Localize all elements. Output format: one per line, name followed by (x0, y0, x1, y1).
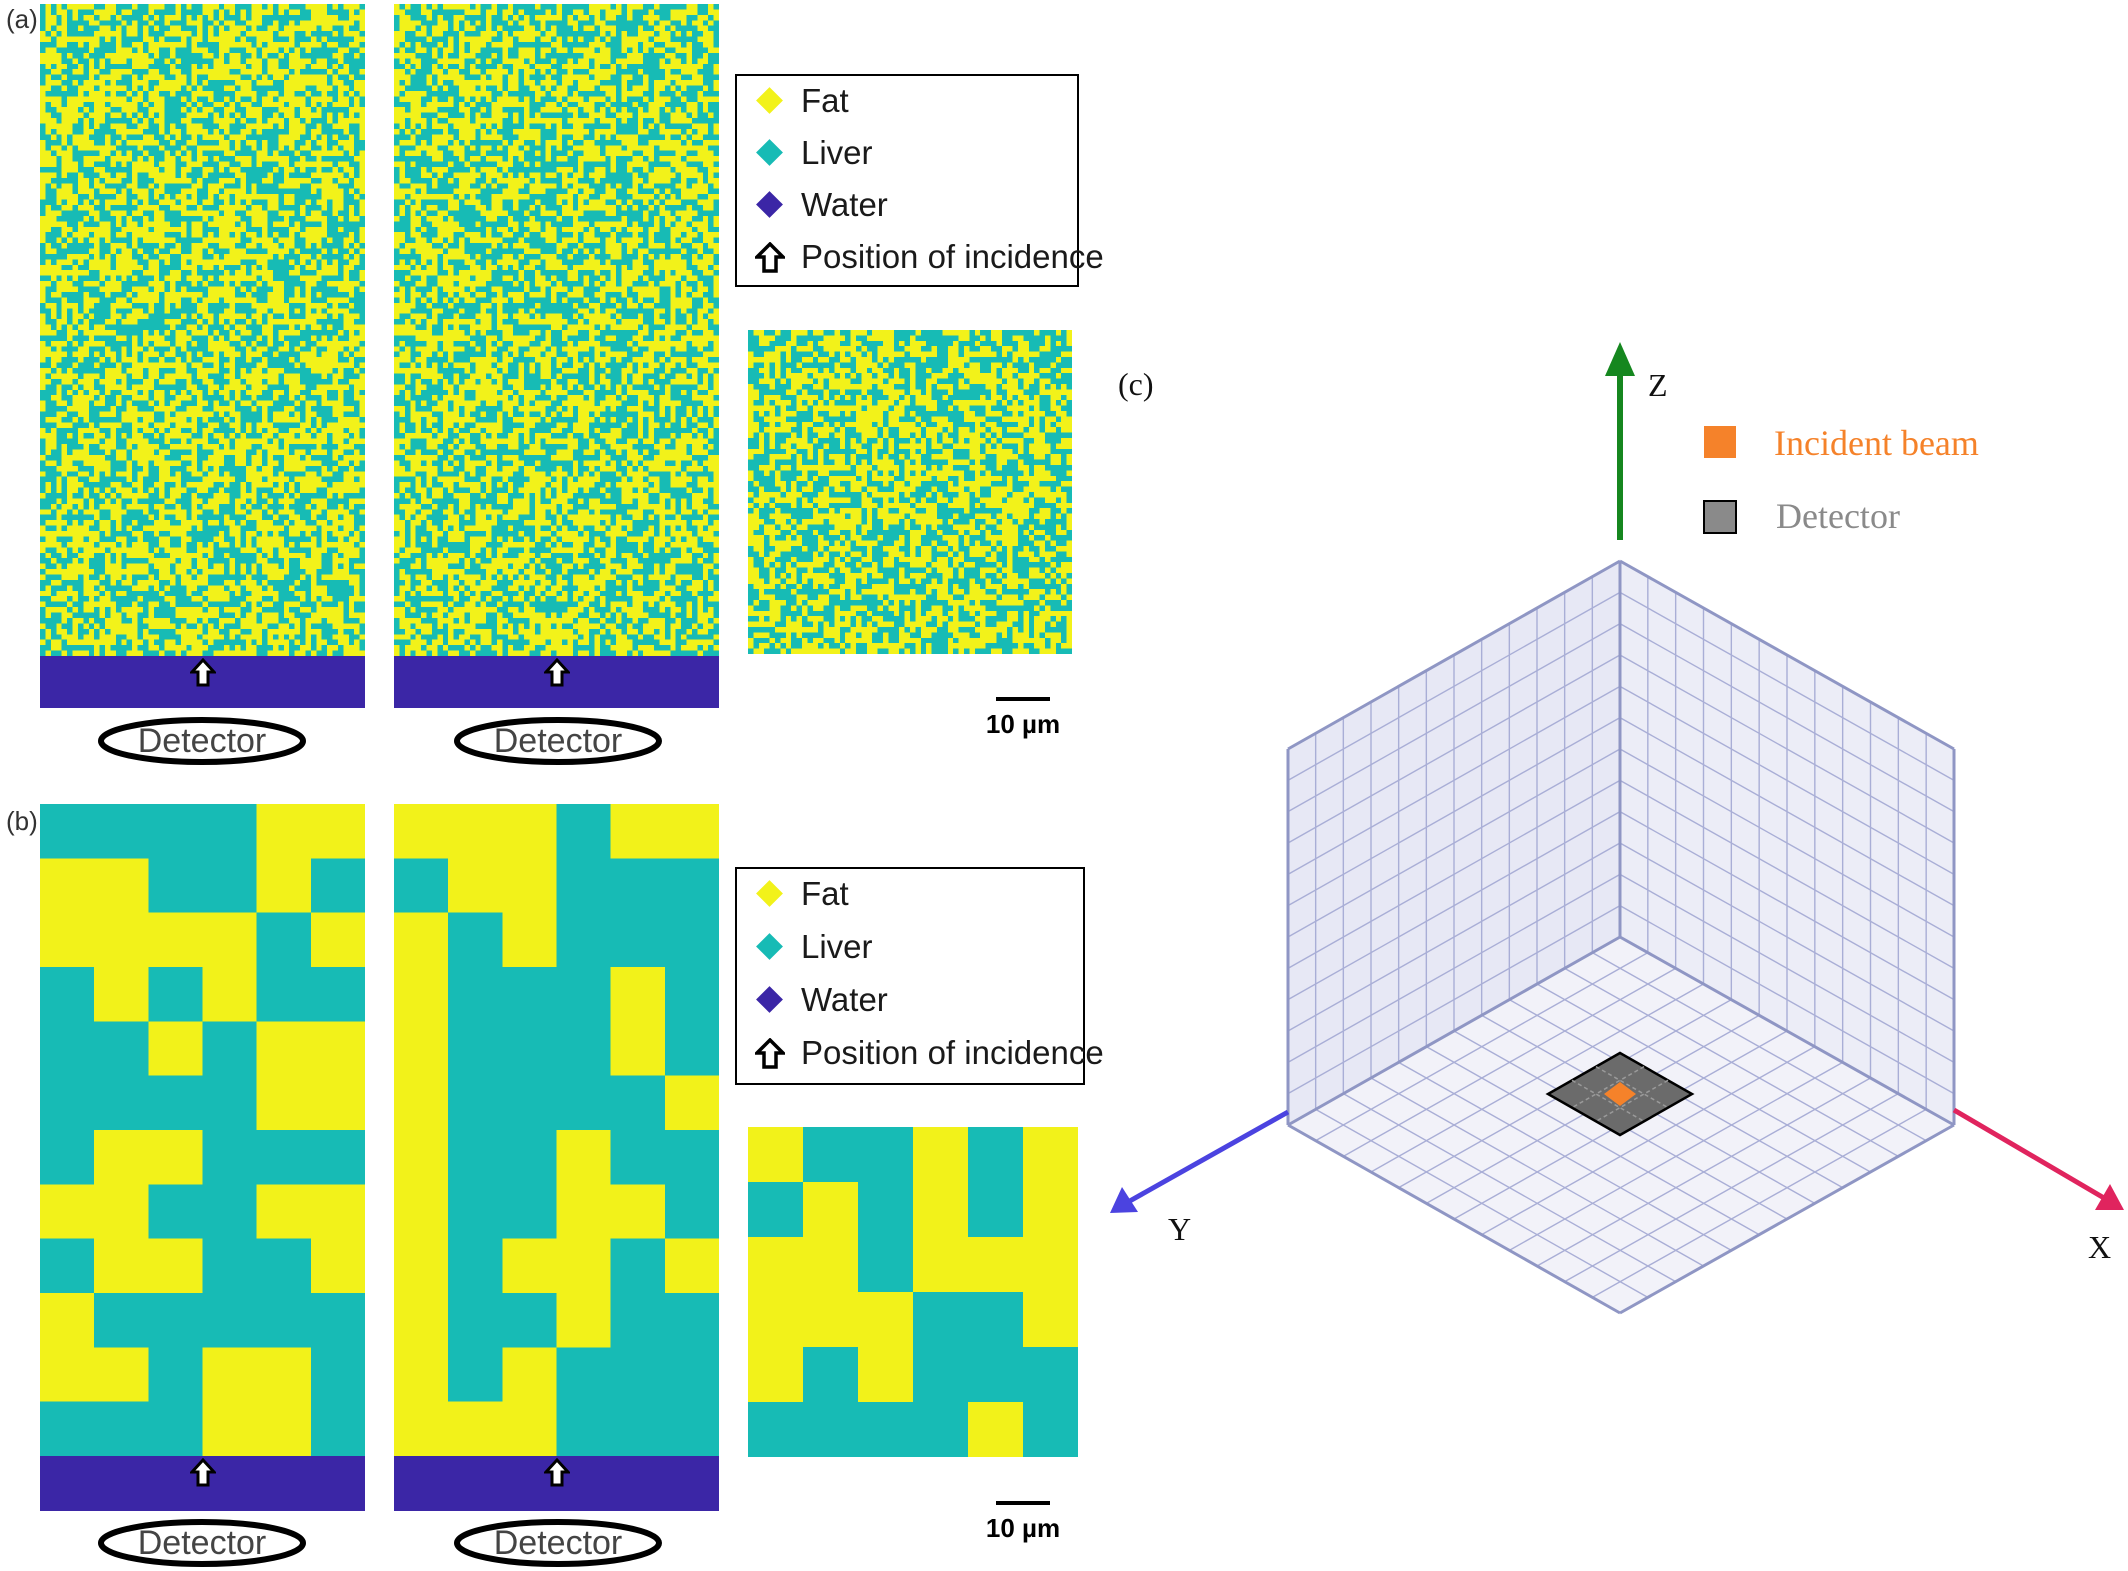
detector-ellipse: Detector (96, 716, 308, 766)
y-axis-arrow (1110, 1109, 1290, 1213)
detector-label: Detector (493, 1523, 623, 1562)
legend-item: Position of incidence (752, 238, 1104, 276)
detector-ellipse: Detector (452, 716, 664, 766)
diamond-icon (755, 138, 785, 168)
geometry-diagram: Z Y X Incident beam Detector (1110, 342, 2124, 1315)
scale-bar: 10 µm (960, 1501, 1086, 1544)
fine-voxel-grid-axial (748, 330, 1072, 654)
up-arrow-icon (752, 1037, 788, 1069)
incident-beam-label: Incident beam (1774, 423, 1979, 463)
detector-label: Detector (493, 721, 623, 760)
detector-label: Detector (137, 721, 267, 760)
fine-voxel-grid-coronal (394, 4, 719, 656)
detector-ellipse: Detector (96, 1518, 308, 1568)
incidence-arrow-icon (190, 658, 216, 687)
legend-item: Fat (755, 875, 849, 913)
legend-item-label: Liver (801, 928, 873, 965)
z-axis-arrow (1605, 342, 1635, 540)
legend-item: Fat (755, 82, 849, 120)
legend-item-label: Fat (801, 875, 849, 912)
legend-item: Liver (755, 928, 873, 966)
legend-item-label: Position of incidence (801, 1034, 1104, 1071)
diamond-icon (755, 932, 785, 962)
incidence-arrow-icon (544, 658, 570, 687)
legend-item: Position of incidence (752, 1034, 1104, 1072)
legend-item-label: Liver (801, 134, 873, 171)
diamond-icon (755, 879, 785, 909)
scale-bar-label: 10 µm (985, 1513, 1061, 1543)
detector-swatch (1703, 500, 1737, 534)
legend-item-label: Water (801, 981, 888, 1018)
detector-legend-label: Detector (1776, 496, 1900, 536)
incidence-arrow-icon (544, 1458, 570, 1487)
material-legend: Fat Liver Water Position of incidence (735, 867, 1104, 1085)
up-arrow-icon (752, 241, 788, 273)
y-axis-label: Y (1168, 1211, 1191, 1247)
z-axis-label: Z (1648, 367, 1668, 403)
legend-item: Water (755, 186, 888, 224)
detector-label: Detector (137, 1523, 267, 1562)
legend-item-label: Fat (801, 82, 849, 119)
diamond-icon (755, 86, 785, 116)
panel-c-legend: Incident beam Detector (1703, 423, 1979, 536)
coarse-voxel-grid-axial (748, 1127, 1078, 1457)
fine-voxel-grid-sagittal (40, 4, 365, 656)
diamond-icon (755, 190, 785, 220)
legend-item-label: Water (801, 186, 888, 223)
legend-item-label: Position of incidence (801, 238, 1104, 275)
x-axis-arrow (1952, 1107, 2124, 1210)
x-axis-label: X (2088, 1229, 2111, 1265)
coarse-voxel-grid-sagittal (40, 804, 365, 1456)
voxel-grid-box (1286, 559, 1956, 1315)
detector-patch (1545, 1051, 1695, 1137)
diamond-icon (755, 985, 785, 1015)
incidence-arrow-icon (190, 1458, 216, 1487)
panel-b-label: (b) (6, 806, 38, 836)
detector-ellipse: Detector (452, 1518, 664, 1568)
scale-bar: 10 µm (960, 697, 1086, 740)
scale-bar-label: 10 µm (985, 709, 1061, 739)
incident-beam-swatch (1704, 426, 1736, 458)
coarse-voxel-grid-coronal (394, 804, 719, 1456)
panel-c-label: (c) (1118, 366, 1154, 402)
legend-item: Liver (755, 134, 873, 172)
material-legend: Fat Liver Water Position of incidence (735, 74, 1104, 287)
panel-a-label: (a) (6, 4, 38, 34)
incident-beam-spot (1604, 1082, 1636, 1106)
legend-item: Water (755, 981, 888, 1019)
